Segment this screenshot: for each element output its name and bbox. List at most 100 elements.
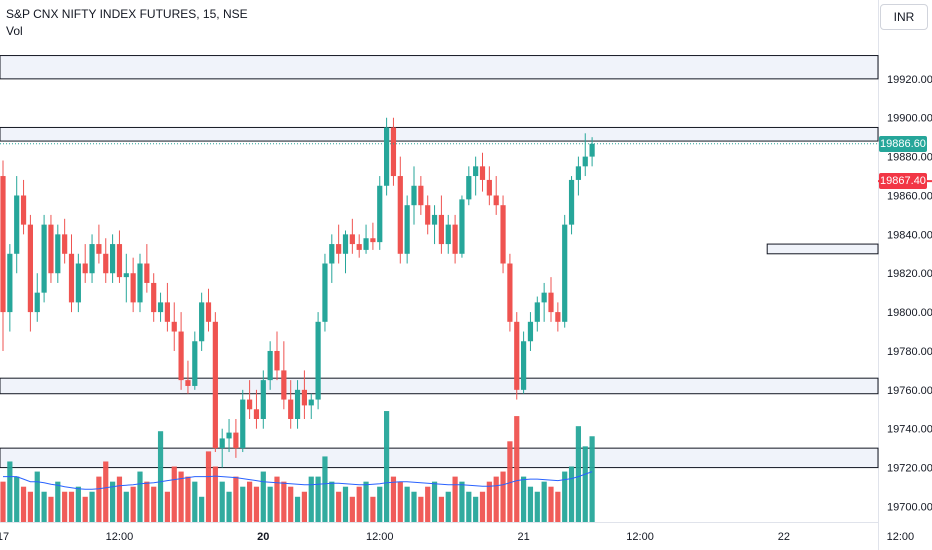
zone-box-1 [0,126,879,142]
candle-body [240,399,246,449]
x-tick-label: 20 [257,531,269,543]
candle-body [55,234,61,274]
y-tick-label: 19720.00 [887,463,932,475]
candle-body [349,234,355,245]
candle-body [322,263,328,322]
volume-bar [151,486,157,522]
candle-body [0,176,6,313]
candle-body [212,321,218,449]
candle-body [568,179,575,225]
candle-body [110,244,116,274]
candle-body [315,321,321,400]
volume-bar [384,411,390,522]
volume-bar [62,491,68,522]
currency-button[interactable]: INR [880,4,928,30]
volume-bar [219,481,225,522]
last-price-tag: 19886.60 [879,135,927,152]
volume-bar [267,486,273,522]
volume-bar [185,476,191,522]
candle-body [34,292,40,313]
volume-bar [548,486,554,522]
candle-body [452,224,458,254]
volume-bar [425,486,431,522]
candle-body [500,205,506,264]
candle-body [466,176,472,200]
candle-body [438,214,444,245]
candle-body [431,214,438,225]
candle-body [14,195,20,254]
candle-body [267,350,273,381]
candle-body [199,302,205,342]
candle-body [130,273,136,303]
volume-bar [541,481,547,522]
volume-bar [226,491,232,522]
y-tick-label: 19920.00 [887,74,932,86]
volume-bar [116,476,123,522]
volume-bar [20,486,27,522]
candle-body [219,438,225,449]
volume-bar [178,471,184,522]
candle-body [582,156,588,167]
y-tick-label: 19740.00 [887,424,932,436]
candle-body [548,292,554,313]
candle-body [82,263,88,274]
volume-bar [452,476,458,522]
volume-bar [315,476,321,522]
volume-bar [144,481,150,522]
volume-bar [247,481,253,522]
volume-bar [157,431,164,522]
candle-body [541,292,547,303]
volume-bar [575,426,581,522]
volume-bar [349,496,355,522]
candle-body [397,176,403,254]
candle-body [151,282,157,313]
volume-bar [322,456,328,522]
y-tick-label: 19840.00 [887,229,932,241]
volume-bar [377,486,383,522]
volume-bar [562,471,568,522]
volume-bar [82,496,88,522]
candle-body [384,127,390,186]
volume-bar [486,481,492,522]
candle-body [575,166,581,180]
volume-bar [55,481,61,522]
x-tick-label: 21 [517,531,529,543]
volume-bar [493,476,499,522]
volume-bar [212,466,218,522]
y-tick-label: 19760.00 [887,385,932,397]
volume-bar [514,416,520,522]
volume-bar [27,491,33,522]
volume-bar [253,486,260,522]
x-tick-label: 12:00 [887,531,915,543]
volume-bar [164,491,170,522]
candle-body [253,409,260,419]
x-tick-label: 17 [0,531,9,543]
candle-body [41,224,47,293]
volume-bar [356,486,362,522]
volume-bar [479,491,486,522]
volume-bar [281,481,287,522]
volume-bar [589,436,595,522]
volume-bar [329,481,335,522]
candle-body [7,253,13,313]
candle-body [123,273,129,278]
volume-bar [301,491,307,522]
candle-body [62,234,68,254]
candle-body [103,253,109,274]
volume-bar [89,491,95,522]
volume-bar [342,486,349,522]
volume-bar [288,486,294,522]
x-tick-label: 12:00 [626,531,654,543]
candle-body [171,321,177,332]
volume-bar [534,491,540,522]
volume-bar [308,476,314,522]
candle-body [404,205,410,254]
volume-ma-line [3,471,593,490]
zone-box-4 [0,447,879,469]
candle-body [247,399,253,410]
candle-body [185,380,191,386]
volume-bar [103,461,109,522]
volume-bar [137,471,143,522]
candle-body [116,244,123,278]
